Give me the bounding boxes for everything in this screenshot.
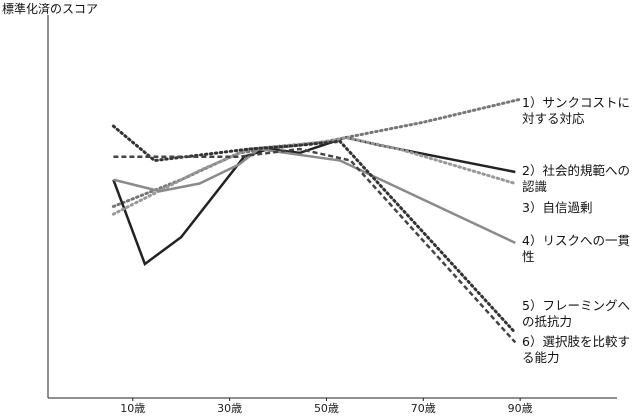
y-axis-label: 標準化済のスコア (2, 2, 99, 16)
series-label: 3）自信過剰 (522, 200, 593, 215)
x-tick-label: 70歳 (411, 402, 436, 415)
series-label: 4）リスクへの一貫性 (522, 233, 630, 264)
series-line (113, 147, 516, 245)
series-label: 2）社会的規範への認識 (522, 163, 630, 194)
x-tick-label: 50歳 (314, 402, 339, 415)
series-label: 5）フレーミングへの抵抗力 (522, 298, 630, 329)
series-label: 1）サンクコストに対する対応 (522, 95, 630, 126)
x-tick-label: 90歳 (508, 402, 533, 415)
series-line (111, 124, 517, 335)
x-tick-label: 30歳 (217, 402, 242, 415)
series-label: 6）選択肢を比較する能力 (522, 334, 630, 365)
series-line (113, 147, 517, 344)
x-tick-label: 10歳 (120, 402, 145, 415)
